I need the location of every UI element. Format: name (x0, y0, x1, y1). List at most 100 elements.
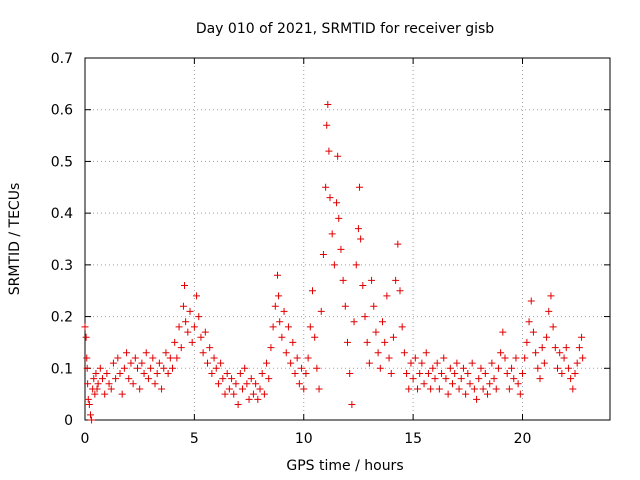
y-tick-label: 0.7 (51, 51, 73, 67)
data-point (171, 338, 179, 346)
data-point (182, 318, 190, 326)
data-point (418, 359, 426, 367)
data-point (383, 292, 391, 300)
data-point (356, 183, 364, 191)
data-point (84, 395, 92, 403)
data-point (291, 369, 299, 377)
x-tick-label: 0 (81, 431, 90, 447)
data-point (431, 375, 439, 383)
data-point (243, 380, 251, 388)
data-point (538, 344, 546, 352)
data-point (223, 369, 231, 377)
data-point (287, 359, 295, 367)
data-point (551, 344, 559, 352)
data-point (267, 344, 275, 352)
data-point (394, 240, 402, 248)
data-point (123, 349, 131, 357)
data-point (334, 152, 342, 160)
data-point (519, 369, 526, 377)
data-point (193, 292, 201, 300)
data-point (339, 276, 347, 284)
data-point (361, 313, 369, 321)
data-point (429, 364, 437, 372)
data-point (114, 354, 122, 362)
data-point (92, 369, 100, 377)
data-point (278, 333, 286, 341)
data-point (411, 354, 419, 362)
data-point (403, 369, 411, 377)
data-point (569, 385, 577, 393)
data-point (144, 375, 152, 383)
data-point (269, 323, 277, 331)
data-point (549, 323, 557, 331)
data-point (396, 287, 404, 295)
data-point (289, 338, 297, 346)
data-point (547, 292, 555, 300)
data-point (195, 313, 203, 321)
data-point (120, 364, 128, 372)
data-point (579, 354, 587, 362)
plot-frame (84, 57, 611, 421)
data-point (197, 333, 205, 341)
data-point (503, 369, 511, 377)
data-point (179, 302, 187, 310)
data-point (317, 307, 325, 315)
data-point (260, 390, 268, 398)
data-point (241, 364, 249, 372)
data-point (497, 349, 505, 357)
data-point (274, 271, 281, 279)
data-point (295, 380, 303, 388)
data-point (84, 380, 92, 388)
data-point (348, 400, 356, 408)
data-point (85, 400, 93, 408)
data-point (282, 349, 290, 357)
data-point (225, 385, 233, 393)
data-point (466, 380, 474, 388)
data-point (523, 338, 531, 346)
data-point (370, 302, 378, 310)
y-tick-label: 0.2 (51, 310, 73, 326)
data-point (190, 323, 198, 331)
data-point (271, 302, 279, 310)
data-point (459, 364, 467, 372)
data-point (529, 328, 537, 336)
data-point (149, 354, 157, 362)
data-point (508, 364, 516, 372)
data-point (275, 292, 283, 300)
data-point (534, 364, 542, 372)
data-point (446, 364, 454, 372)
data-point (505, 385, 513, 393)
x-tick-label: 20 (514, 431, 532, 447)
data-point (96, 364, 104, 372)
data-point (232, 380, 240, 388)
data-point (254, 395, 262, 403)
y-tick-label: 0.4 (51, 206, 73, 222)
data-point (175, 323, 183, 331)
data-point (116, 369, 124, 377)
data-point (82, 333, 90, 341)
data-point (315, 385, 323, 393)
data-point (247, 375, 255, 383)
data-point (210, 354, 218, 362)
data-point (129, 380, 137, 388)
data-point (556, 349, 564, 357)
data-point (481, 369, 489, 377)
x-tick-label: 15 (404, 431, 422, 447)
data-point (252, 380, 260, 388)
x-tick-label: 5 (190, 431, 199, 447)
data-point (368, 276, 376, 284)
data-point (323, 121, 331, 129)
data-point (479, 385, 487, 393)
data-point (357, 235, 365, 243)
data-point (363, 338, 371, 346)
x-tick-label: 10 (295, 431, 313, 447)
data-point (492, 385, 500, 393)
data-point (138, 359, 146, 367)
y-axis-label: SRMTID / TECUs (7, 183, 23, 296)
data-point (134, 364, 141, 372)
data-point (88, 416, 96, 424)
data-point (525, 318, 533, 326)
data-point (177, 344, 185, 352)
data-point (219, 375, 227, 383)
